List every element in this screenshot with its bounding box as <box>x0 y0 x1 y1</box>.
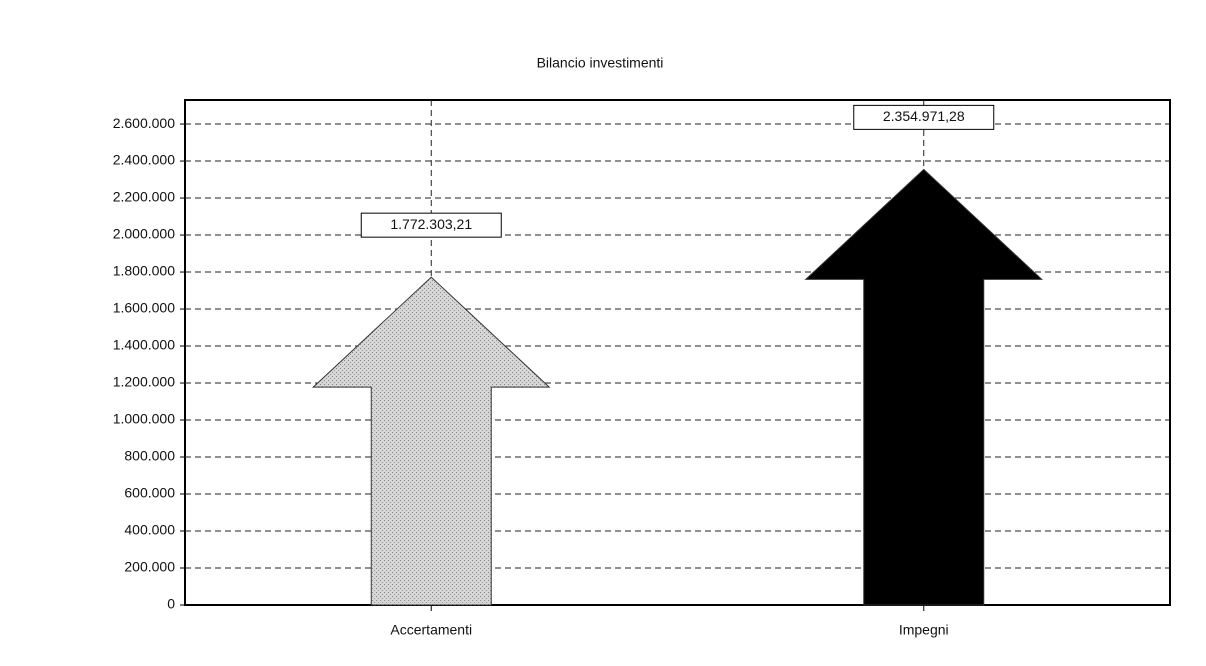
y-tick-label: 1.000.000 <box>113 411 175 427</box>
arrow-bar <box>804 168 1044 606</box>
y-tick-label: 800.000 <box>124 448 175 464</box>
value-label-box <box>360 212 502 238</box>
y-tick-label: 600.000 <box>124 485 175 501</box>
value-label: 2.354.971,28 <box>883 108 965 124</box>
y-tick-label: 2.400.000 <box>113 152 175 168</box>
y-tick-label: 2.600.000 <box>113 115 175 131</box>
y-tick-label: 2.000.000 <box>113 226 175 242</box>
x-tick-label: Impegni <box>899 622 949 638</box>
y-tick-label: 2.200.000 <box>113 189 175 205</box>
y-tick-label: 1.200.000 <box>113 374 175 390</box>
y-tick-label: 200.000 <box>124 559 175 575</box>
value-label-box <box>853 104 995 130</box>
arrow-bar <box>311 276 551 606</box>
y-tick-label: 0 <box>167 596 175 612</box>
x-tick-label: Accertamenti <box>390 622 472 638</box>
plot-area <box>184 99 1171 606</box>
value-label: 1.772.303,21 <box>390 216 472 232</box>
y-tick-label: 1.400.000 <box>113 337 175 353</box>
chart-title: Bilancio investimenti <box>537 55 664 71</box>
y-tick-label: 1.800.000 <box>113 263 175 279</box>
y-tick-label: 400.000 <box>124 522 175 538</box>
y-tick-label: 1.600.000 <box>113 300 175 316</box>
